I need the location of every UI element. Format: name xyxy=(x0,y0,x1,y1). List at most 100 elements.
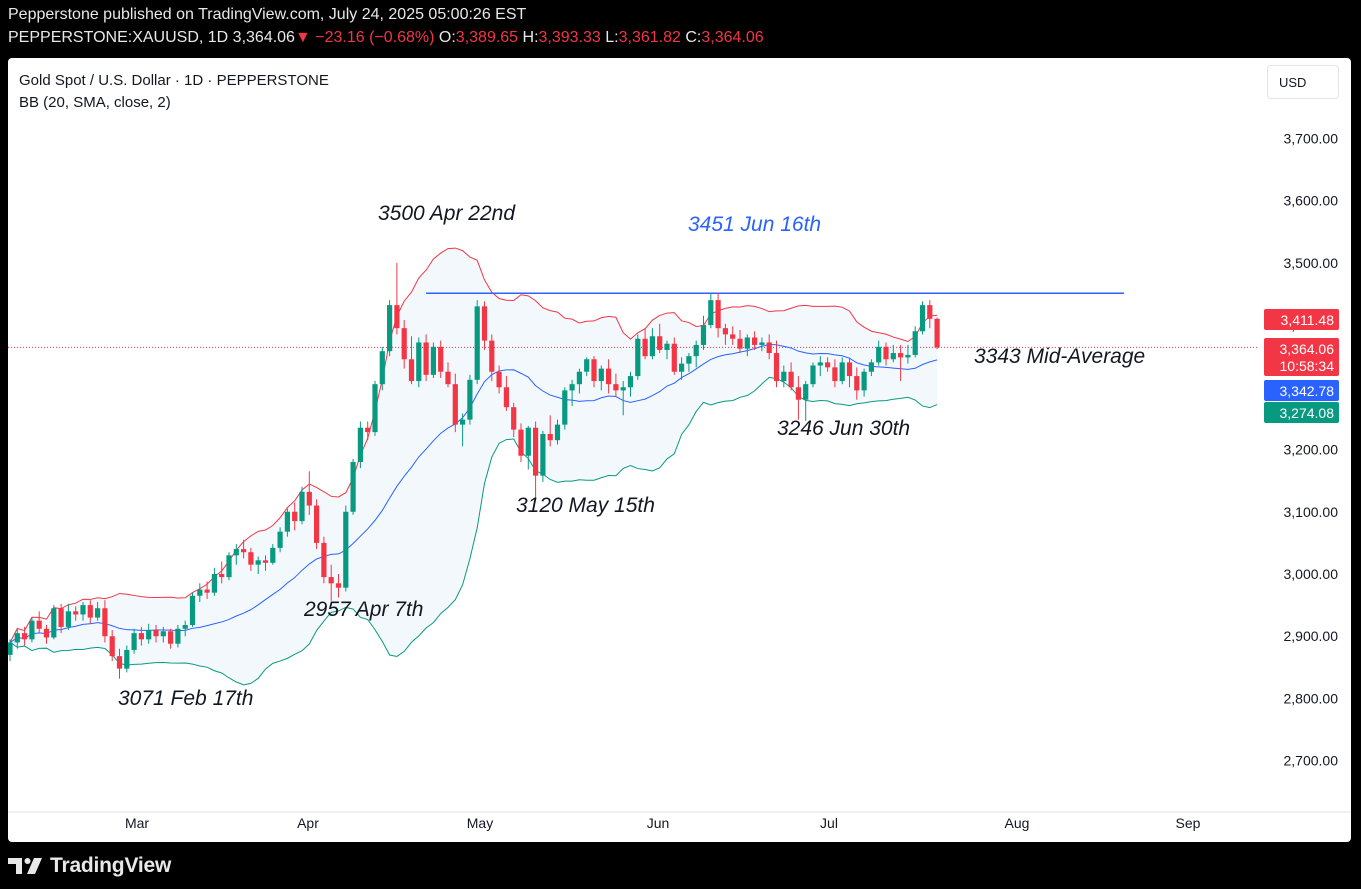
candle[interactable] xyxy=(350,458,356,515)
candle[interactable] xyxy=(883,342,889,366)
candle[interactable] xyxy=(387,300,393,357)
candle[interactable] xyxy=(890,344,896,363)
candle[interactable] xyxy=(102,600,108,643)
candle[interactable] xyxy=(934,317,940,350)
candle[interactable] xyxy=(248,547,254,571)
candle[interactable] xyxy=(146,623,152,644)
candle[interactable] xyxy=(116,648,123,679)
candle[interactable] xyxy=(197,583,203,603)
candle[interactable] xyxy=(795,376,801,420)
indicator-legend[interactable]: BB (20, SMA, close, 2) xyxy=(19,94,171,111)
candle[interactable] xyxy=(321,536,327,584)
candle[interactable] xyxy=(95,602,101,621)
candle[interactable] xyxy=(430,342,436,378)
candle[interactable] xyxy=(642,328,648,360)
chart-panel[interactable]: 3500 Apr 22nd 3451 Jun 16th 3343 Mid-Avera… xyxy=(8,58,1351,842)
candle[interactable] xyxy=(270,544,276,565)
candle[interactable] xyxy=(292,502,298,531)
candle[interactable] xyxy=(241,539,247,559)
candle[interactable] xyxy=(416,337,422,388)
candle[interactable] xyxy=(781,365,787,388)
candle[interactable] xyxy=(168,628,174,649)
candle[interactable] xyxy=(226,552,232,581)
candle[interactable] xyxy=(211,567,217,596)
candle[interactable] xyxy=(905,344,911,364)
candle[interactable] xyxy=(255,556,261,574)
candle[interactable] xyxy=(861,368,867,397)
candle[interactable] xyxy=(898,344,904,382)
candle[interactable] xyxy=(562,387,568,430)
candle[interactable] xyxy=(22,626,28,646)
candle[interactable] xyxy=(277,527,283,553)
candle[interactable] xyxy=(233,544,239,565)
candle[interactable] xyxy=(328,564,334,601)
candle[interactable] xyxy=(496,365,502,394)
candle[interactable] xyxy=(189,592,196,627)
candle[interactable] xyxy=(503,376,509,411)
candle[interactable] xyxy=(547,415,553,447)
candle[interactable] xyxy=(423,334,429,382)
candle[interactable] xyxy=(708,293,714,329)
candle[interactable] xyxy=(679,357,685,380)
candle[interactable] xyxy=(467,374,473,425)
candle[interactable] xyxy=(635,334,641,380)
candle[interactable] xyxy=(737,330,743,354)
candle[interactable] xyxy=(876,340,882,366)
candle[interactable] xyxy=(671,337,677,375)
candle[interactable] xyxy=(357,421,363,469)
candle[interactable] xyxy=(649,328,655,360)
candle[interactable] xyxy=(335,574,342,598)
candle[interactable] xyxy=(14,628,20,649)
candle[interactable] xyxy=(109,630,115,662)
candle[interactable] xyxy=(87,600,93,624)
candle[interactable] xyxy=(80,602,86,621)
candle[interactable] xyxy=(36,611,42,634)
candle[interactable] xyxy=(51,605,57,640)
candle[interactable] xyxy=(576,368,582,394)
candle[interactable] xyxy=(700,315,707,350)
candle[interactable] xyxy=(686,353,692,372)
candle[interactable] xyxy=(606,359,612,394)
price-chart-svg[interactable]: 3500 Apr 22nd 3451 Jun 16th 3343 Mid-Avera… xyxy=(8,58,1351,842)
candle[interactable] xyxy=(846,357,853,388)
candle[interactable] xyxy=(730,326,736,345)
candle[interactable] xyxy=(613,373,619,397)
candle[interactable] xyxy=(8,639,13,662)
candle[interactable] xyxy=(832,359,838,388)
candle[interactable] xyxy=(766,334,772,360)
candle[interactable] xyxy=(715,292,721,338)
candle[interactable] xyxy=(474,300,480,385)
candle[interactable] xyxy=(533,421,539,500)
candle[interactable] xyxy=(788,362,794,391)
candle[interactable] xyxy=(927,300,933,329)
candle[interactable] xyxy=(554,419,561,445)
candle[interactable] xyxy=(445,362,451,388)
candle[interactable] xyxy=(365,421,371,441)
candle[interactable] xyxy=(752,331,758,350)
candle[interactable] xyxy=(569,379,575,406)
candle[interactable] xyxy=(773,340,780,388)
candle[interactable] xyxy=(343,505,349,592)
candle[interactable] xyxy=(854,367,860,400)
candle[interactable] xyxy=(401,320,407,369)
candle[interactable] xyxy=(43,625,50,644)
candle[interactable] xyxy=(511,402,517,438)
candle[interactable] xyxy=(803,381,809,421)
candle[interactable] xyxy=(73,606,79,621)
candle[interactable] xyxy=(153,625,159,643)
candle[interactable] xyxy=(138,626,144,646)
candle[interactable] xyxy=(584,357,590,377)
candle[interactable] xyxy=(744,334,750,357)
candle[interactable] xyxy=(219,561,225,584)
candle[interactable] xyxy=(408,336,415,385)
candle[interactable] xyxy=(379,346,385,391)
candle[interactable] xyxy=(262,555,269,571)
candle[interactable] xyxy=(204,581,210,599)
candle[interactable] xyxy=(810,362,816,388)
candle[interactable] xyxy=(29,617,35,643)
currency-button[interactable]: USD xyxy=(1267,65,1339,99)
candle[interactable] xyxy=(299,486,305,525)
candle[interactable] xyxy=(314,499,320,550)
candle[interactable] xyxy=(591,356,597,388)
candle[interactable] xyxy=(372,381,378,436)
